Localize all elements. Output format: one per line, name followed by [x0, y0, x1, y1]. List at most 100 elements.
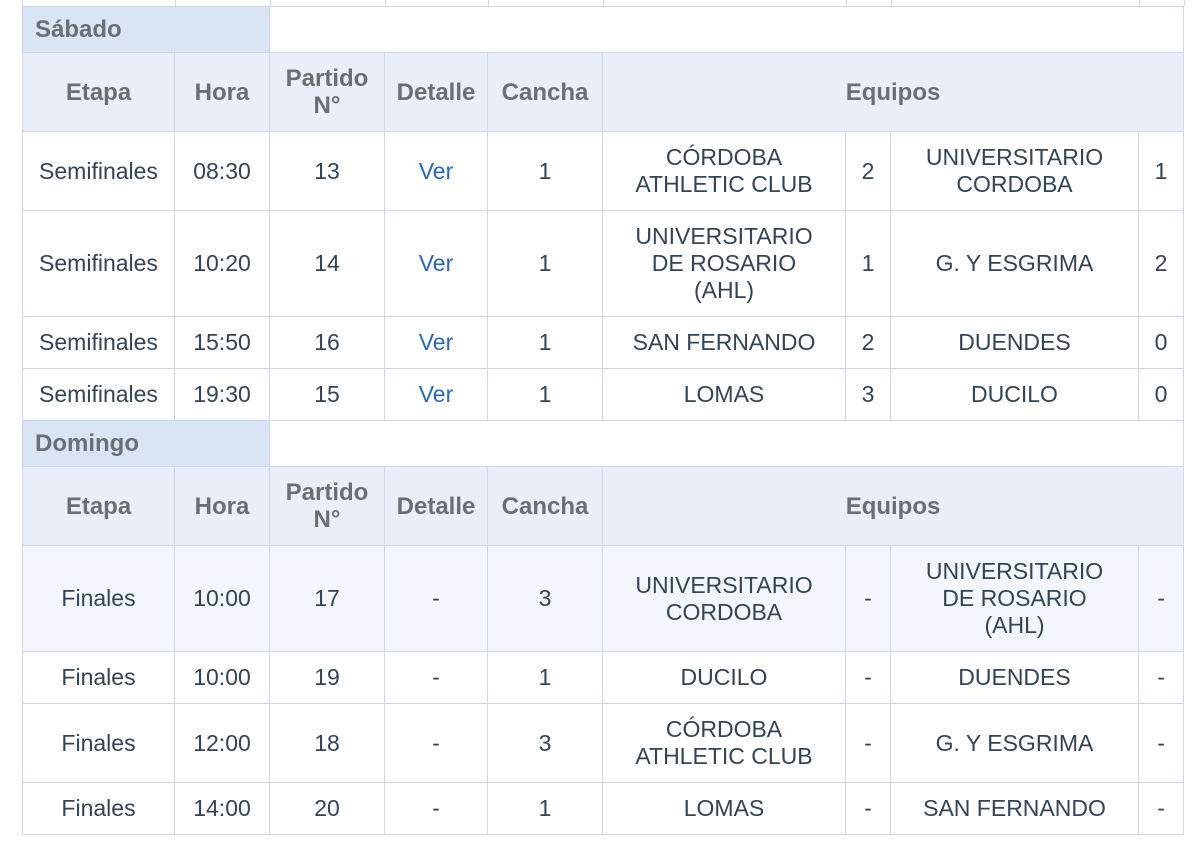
home-score-cell: 2: [845, 131, 891, 211]
home-score-cell: -: [845, 651, 891, 704]
cropped-row-above: [22, 0, 1185, 6]
match-number-cell: 19: [269, 651, 385, 704]
home-team-cell: UNIVERSITARIO CORDOBA: [602, 545, 846, 652]
hora-cell: 08:30: [174, 131, 270, 211]
etapa-cell: Finales: [22, 545, 175, 652]
match-number-cell: 18: [269, 703, 385, 783]
column-header-row: Etapa Hora Partido N° Detalle Cancha Equ…: [22, 52, 1185, 132]
home-team-cell: CÓRDOBA ATHLETIC CLUB: [602, 131, 846, 211]
match-number-cell: 17: [269, 545, 385, 652]
cancha-cell: 1: [487, 651, 603, 704]
etapa-cell: Finales: [22, 703, 175, 783]
detail-cell: Ver: [384, 316, 488, 369]
away-score-cell: 1: [1137, 131, 1185, 211]
detail-cell: -: [384, 545, 488, 652]
column-header-row: Etapa Hora Partido N° Detalle Cancha Equ…: [22, 466, 1185, 546]
cell-border-fragment: [846, 0, 847, 6]
away-team-cell: UNIVERSITARIO CORDOBA: [890, 131, 1139, 211]
match-number-cell: 16: [269, 316, 385, 369]
home-team-cell: UNIVERSITARIO DE ROSARIO (AHL): [602, 210, 846, 317]
away-score-cell: 2: [1137, 210, 1185, 317]
away-team-cell: DUCILO: [890, 368, 1139, 421]
hora-cell: 15:50: [174, 316, 270, 369]
col-header-detalle: Detalle: [384, 52, 488, 132]
hora-cell: 14:00: [174, 782, 270, 835]
home-team-cell: SAN FERNANDO: [602, 316, 846, 369]
cell-border-fragment: [891, 0, 892, 6]
cell-border-fragment: [175, 0, 176, 6]
hora-cell: 19:30: [174, 368, 270, 421]
detail-link[interactable]: Ver: [418, 250, 454, 276]
cancha-cell: 1: [487, 210, 603, 317]
away-team-cell: G. Y ESGRIMA: [890, 703, 1139, 783]
col-header-hora: Hora: [174, 52, 270, 132]
hora-cell: 10:20: [174, 210, 270, 317]
etapa-cell: Semifinales: [22, 316, 175, 369]
day-row-saturday: Sábado: [22, 6, 1185, 53]
away-team-cell: SAN FERNANDO: [890, 782, 1139, 835]
match-number-cell: 14: [269, 210, 385, 317]
col-header-equipos: Equipos: [601, 52, 1185, 132]
match-row: Semifinales 10:20 14 Ver 1 UNIVERSITARIO…: [22, 210, 1185, 317]
col-header-equipos: Equipos: [601, 466, 1185, 546]
hora-cell: 12:00: [174, 703, 270, 783]
detail-link[interactable]: Ver: [418, 381, 454, 407]
away-team-cell: G. Y ESGRIMA: [890, 210, 1139, 317]
col-header-cancha: Cancha: [487, 52, 603, 132]
home-team-cell: LOMAS: [602, 368, 846, 421]
match-row: Semifinales 08:30 13 Ver 1 CÓRDOBA ATHLE…: [22, 131, 1185, 211]
away-score-cell: -: [1137, 651, 1185, 704]
match-row: Finales 10:00 19 - 1 DUCILO - DUENDES -: [22, 651, 1185, 704]
match-row: Finales 14:00 20 - 1 LOMAS - SAN FERNAND…: [22, 782, 1185, 835]
detail-cell: -: [384, 782, 488, 835]
home-score-cell: -: [845, 703, 891, 783]
home-team-cell: DUCILO: [602, 651, 846, 704]
etapa-cell: Semifinales: [22, 368, 175, 421]
home-score-cell: -: [845, 782, 891, 835]
home-score-cell: 2: [845, 316, 891, 369]
cell-border-fragment: [270, 0, 271, 6]
col-header-etapa: Etapa: [22, 466, 175, 546]
cell-border-fragment: [1139, 0, 1140, 6]
match-row: Finales 10:00 17 - 3 UNIVERSITARIO CORDO…: [22, 545, 1185, 652]
away-team-cell: UNIVERSITARIO DE ROSARIO (AHL): [890, 545, 1139, 652]
detail-cell: Ver: [384, 210, 488, 317]
cell-border-fragment: [488, 0, 489, 6]
home-score-cell: -: [845, 545, 891, 652]
etapa-cell: Finales: [22, 782, 175, 835]
etapa-cell: Finales: [22, 651, 175, 704]
away-score-cell: 0: [1137, 316, 1185, 369]
match-number-cell: 13: [269, 131, 385, 211]
col-header-hora: Hora: [174, 466, 270, 546]
col-header-etapa: Etapa: [22, 52, 175, 132]
col-header-partido: Partido N°: [269, 52, 385, 132]
day-row-spacer: [268, 6, 1185, 53]
cancha-cell: 1: [487, 368, 603, 421]
col-header-cancha: Cancha: [487, 466, 603, 546]
day-row-spacer: [268, 420, 1185, 467]
etapa-cell: Semifinales: [22, 210, 175, 317]
detail-cell: -: [384, 703, 488, 783]
col-header-detalle: Detalle: [384, 466, 488, 546]
day-label: Domingo: [22, 420, 270, 467]
hora-cell: 10:00: [174, 651, 270, 704]
detail-link[interactable]: Ver: [418, 329, 454, 355]
cancha-cell: 1: [487, 131, 603, 211]
cancha-cell: 3: [487, 545, 603, 652]
cancha-cell: 1: [487, 316, 603, 369]
cancha-cell: 1: [487, 782, 603, 835]
day-label: Sábado: [22, 6, 270, 53]
away-score-cell: -: [1137, 545, 1185, 652]
match-row: Finales 12:00 18 - 3 CÓRDOBA ATHLETIC CL…: [22, 703, 1185, 783]
cell-border-fragment: [385, 0, 386, 6]
match-number-cell: 15: [269, 368, 385, 421]
match-number-cell: 20: [269, 782, 385, 835]
away-team-cell: DUENDES: [890, 316, 1139, 369]
away-score-cell: 0: [1137, 368, 1185, 421]
away-team-cell: DUENDES: [890, 651, 1139, 704]
hora-cell: 10:00: [174, 545, 270, 652]
detail-link[interactable]: Ver: [418, 157, 454, 184]
day-row-sunday: Domingo: [22, 420, 1185, 467]
col-header-partido: Partido N°: [269, 466, 385, 546]
